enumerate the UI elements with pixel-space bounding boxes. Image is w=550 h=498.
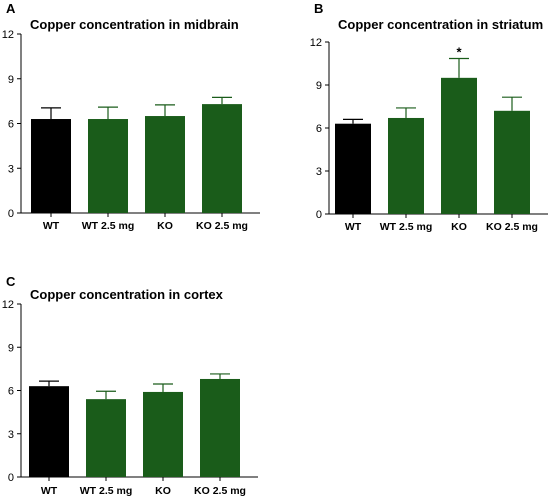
panel-a-letter: A (6, 1, 16, 16)
panel-b-category-label: WT (345, 221, 362, 233)
panel-a-ytick-label: 9 (8, 74, 14, 86)
panel-c-category-label: WT 2.5 mg (80, 485, 133, 497)
panel-b-bar (388, 117, 424, 214)
panel-c: C Copper concentration in cortex 0 3 6 9 12 WT W… (2, 274, 258, 497)
panel-a-ytick-label: 0 (8, 208, 14, 220)
panel-c-category-label: KO (155, 485, 171, 497)
panel-a-ytick-label: 3 (8, 163, 14, 175)
panel-b-bar (441, 77, 477, 214)
panel-b-ytick-label: 12 (310, 37, 322, 49)
panel-b: B Copper concentration in striatum 0 3 6 9 12 W… (310, 1, 548, 233)
panel-b-category-label: KO (451, 221, 467, 233)
panel-c-ytick-label: 12 (2, 299, 14, 311)
panel-b-bar (494, 110, 530, 214)
panel-a-bar (202, 104, 242, 213)
panel-c-bar (86, 399, 126, 477)
panel-a-bar (145, 116, 185, 213)
panel-c-bar (200, 378, 240, 477)
panel-a-title: Copper concentration in midbrain (30, 17, 239, 32)
panel-c-category-label: WT (41, 485, 58, 497)
panel-c-ytick-label: 6 (8, 386, 14, 398)
panel-a-ytick-label: 6 (8, 119, 14, 131)
panel-c-letter: C (6, 274, 16, 289)
panel-a-bar (88, 119, 128, 213)
panel-a-category-label: WT (43, 220, 60, 232)
panel-b-ytick-label: 9 (316, 80, 322, 92)
panel-c-title: Copper concentration in cortex (30, 287, 224, 302)
panel-b-significance-marker: * (456, 44, 462, 59)
panel-c-ytick-label: 9 (8, 342, 14, 354)
panel-b-category-label: KO 2.5 mg (486, 221, 538, 233)
panel-c-category-label: KO 2.5 mg (194, 485, 246, 497)
panel-c-bar (143, 391, 183, 477)
panel-c-ytick-label: 3 (8, 429, 14, 441)
panel-b-category-label: WT 2.5 mg (380, 221, 433, 233)
panel-a: A Copper concentration in midbrain 0 3 6 9 12 W… (2, 1, 260, 232)
panel-a-category-label: KO 2.5 mg (196, 220, 248, 232)
panel-c-bar (29, 386, 69, 477)
panel-a-category-label: KO (157, 220, 173, 232)
panel-a-bar (31, 119, 71, 213)
panel-b-ytick-label: 6 (316, 123, 322, 135)
panel-b-letter: B (314, 1, 323, 16)
panel-c-ytick-label: 0 (8, 472, 14, 484)
panel-a-ytick-label: 12 (2, 29, 14, 41)
panel-b-title: Copper concentration in striatum (338, 17, 543, 32)
panel-b-bar (335, 123, 371, 214)
panel-b-ytick-label: 0 (316, 209, 322, 221)
panel-a-category-label: WT 2.5 mg (82, 220, 135, 232)
panel-b-ytick-label: 3 (316, 166, 322, 178)
